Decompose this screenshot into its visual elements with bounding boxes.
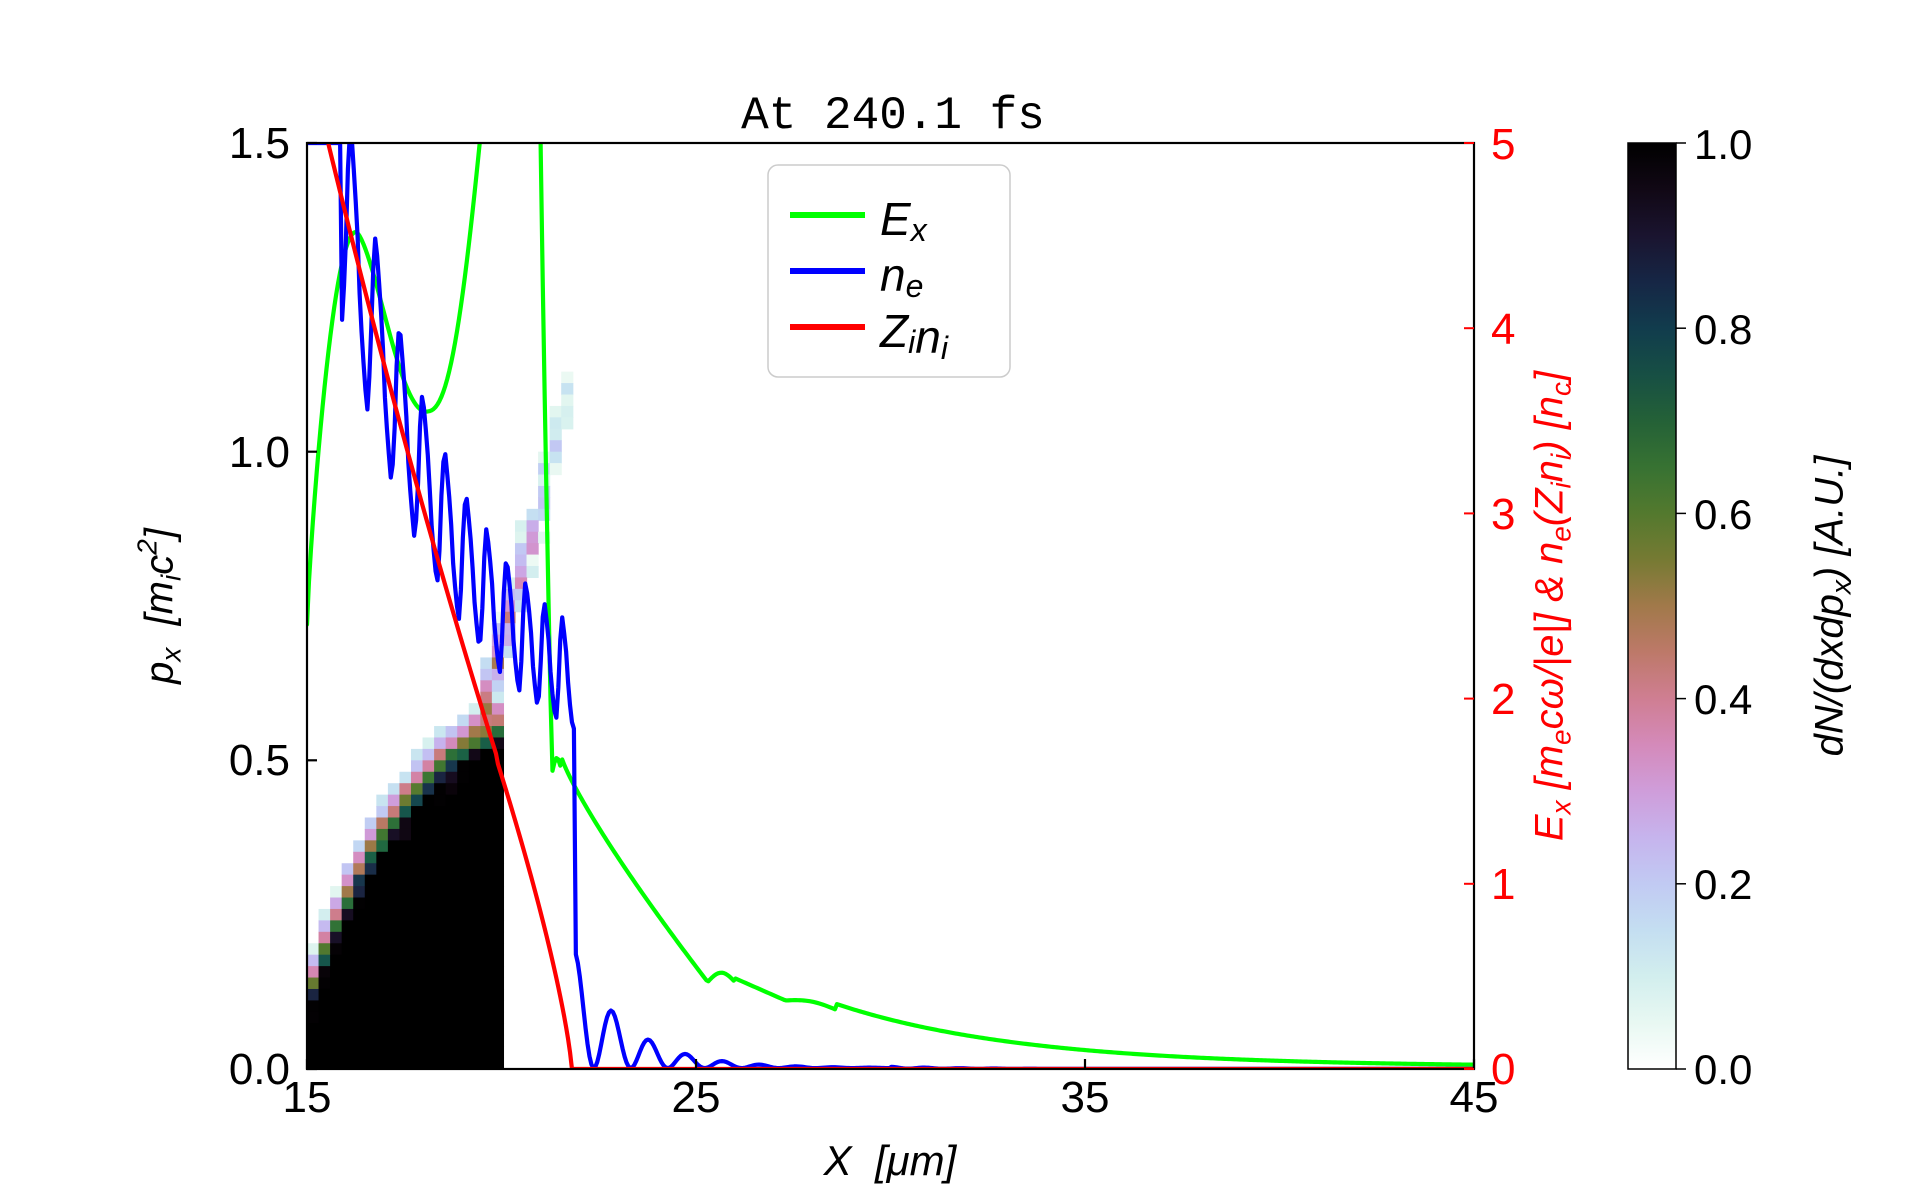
svg-text:0.6: 0.6	[1694, 491, 1752, 538]
svg-text:2: 2	[1491, 675, 1515, 724]
svg-text:1.5: 1.5	[229, 119, 290, 168]
svg-text:35: 35	[1061, 1073, 1110, 1122]
svg-text:3: 3	[1491, 490, 1515, 539]
svg-text:0: 0	[1491, 1045, 1515, 1094]
svg-text:0.2: 0.2	[1694, 861, 1752, 908]
svg-text:5: 5	[1491, 120, 1515, 169]
svg-text:4: 4	[1491, 305, 1515, 354]
svg-text:X [μm]: X [μm]	[823, 1137, 958, 1184]
svg-text:0.5: 0.5	[229, 736, 290, 785]
svg-text:1.0: 1.0	[1694, 121, 1752, 168]
svg-text:1.0: 1.0	[229, 428, 290, 477]
svg-text:0.0: 0.0	[1694, 1046, 1752, 1093]
svg-text:0.8: 0.8	[1694, 306, 1752, 353]
svg-text:1: 1	[1491, 860, 1515, 909]
svg-text:0.0: 0.0	[229, 1045, 290, 1094]
svg-text:25: 25	[672, 1073, 721, 1122]
svg-text:0.4: 0.4	[1694, 676, 1752, 723]
svg-text:At 240.1 fs: At 240.1 fs	[741, 90, 1045, 142]
